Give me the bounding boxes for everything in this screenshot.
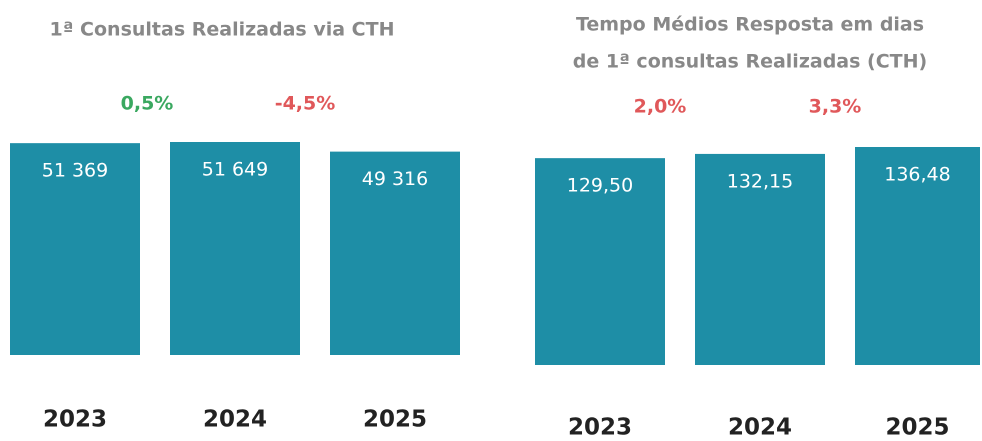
x-tick-label: 2024 <box>728 415 792 441</box>
bar <box>330 151 460 355</box>
chart-title: Tempo Médios Resposta em dias <box>576 14 924 36</box>
x-tick-label: 2023 <box>43 407 107 433</box>
bar <box>535 158 665 365</box>
chart-title: 1ª Consultas Realizadas via CTH <box>50 19 395 41</box>
value-label: 49 316 <box>362 168 428 190</box>
bar <box>10 143 140 355</box>
x-tick-label: 2025 <box>885 415 949 441</box>
change-annotation: 2,0% <box>634 96 687 118</box>
value-label: 132,15 <box>727 170 793 192</box>
change-annotation: -4,5% <box>275 93 336 115</box>
x-tick-label: 2025 <box>363 407 427 433</box>
bar <box>695 153 825 365</box>
bar <box>855 147 980 365</box>
change-annotation: 0,5% <box>121 93 174 115</box>
change-annotation: 3,3% <box>809 96 862 118</box>
bar <box>170 142 300 355</box>
chart-title: de 1ª consultas Realizadas (CTH) <box>573 51 927 73</box>
value-label: 51 369 <box>42 160 108 182</box>
value-label: 129,50 <box>567 175 633 197</box>
x-tick-label: 2024 <box>203 407 267 433</box>
value-label: 51 649 <box>202 159 268 181</box>
x-tick-label: 2023 <box>568 415 632 441</box>
value-label: 136,48 <box>884 164 950 186</box>
